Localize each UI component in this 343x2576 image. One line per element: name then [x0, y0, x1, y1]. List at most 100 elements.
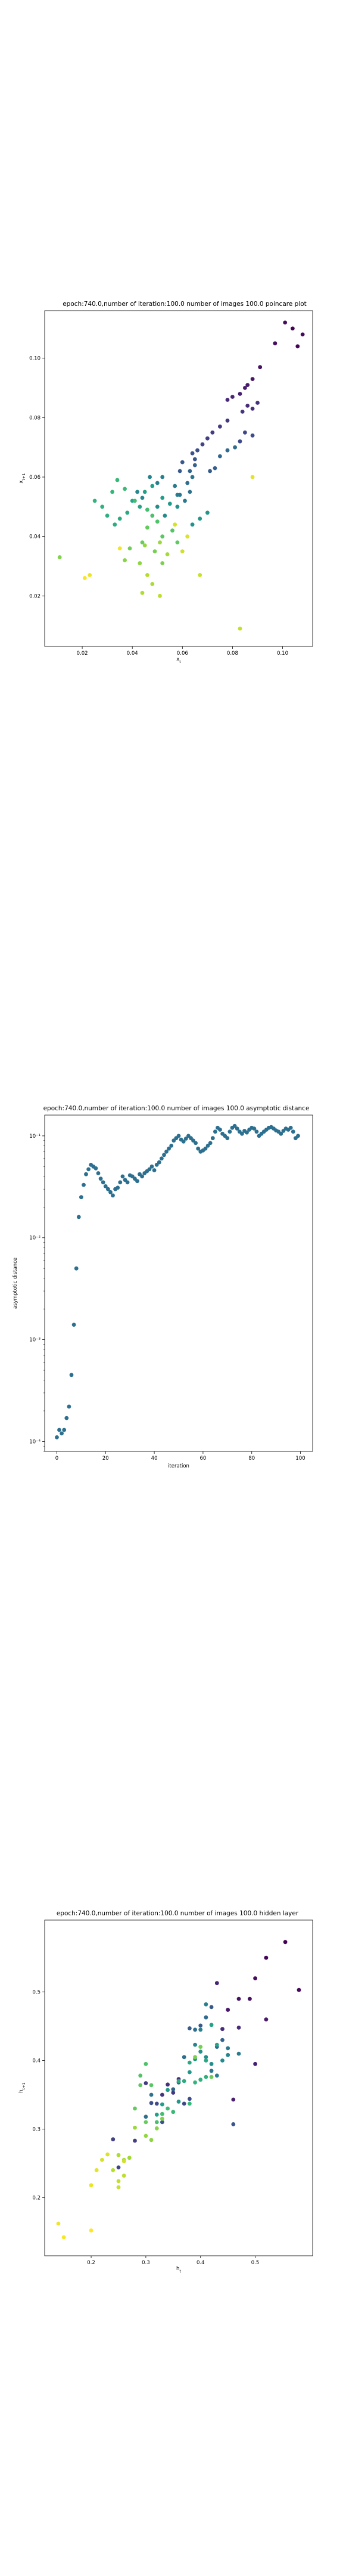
data-point [195, 448, 199, 453]
data-point [279, 1131, 283, 1136]
data-point [250, 475, 255, 479]
x-tick-label: 40 [151, 1456, 158, 1462]
asymptotic-ticks: 0 20 40 60 80 100 10⁻⁴ 10⁻³ 10⁻² 10⁻¹ [29, 1134, 305, 1462]
data-point [203, 1146, 208, 1151]
data-point [264, 2017, 269, 2022]
data-point [193, 2080, 197, 2085]
data-point [248, 1996, 252, 2001]
data-point [164, 1149, 169, 1154]
data-point [111, 2137, 116, 2142]
data-point [183, 1137, 188, 1141]
data-point [149, 1164, 154, 1169]
poincare-ticks: 0.02 0.04 0.06 0.08 0.10 0.02 0.04 0.06 0.08 0.10 [29, 356, 288, 657]
data-point [214, 2042, 219, 2047]
data-point [154, 2101, 159, 2106]
x-tick-label: 0.06 [177, 651, 188, 657]
data-point [209, 2023, 214, 2027]
data-point [180, 549, 185, 553]
data-point [144, 2114, 148, 2119]
data-point [148, 475, 152, 479]
data-point [160, 2102, 164, 2107]
data-point [157, 1160, 161, 1165]
x-tick-label: 0.10 [277, 651, 288, 657]
data-point [188, 2060, 192, 2065]
data-point [227, 1129, 232, 1134]
data-point [140, 590, 145, 595]
data-point [145, 525, 149, 530]
data-point [121, 2174, 126, 2178]
data-point [160, 534, 165, 539]
data-point [100, 2157, 104, 2162]
data-point [181, 1140, 186, 1144]
y-tick-label: 0.10 [29, 356, 40, 362]
data-point [154, 2120, 159, 2125]
data-point [198, 2045, 203, 2049]
data-point [214, 2073, 219, 2078]
data-point [116, 2185, 121, 2190]
x-tick-label: 0.5 [251, 2260, 260, 2266]
data-point [154, 2126, 159, 2131]
data-point [190, 475, 195, 479]
data-point [154, 2112, 159, 2117]
data-point [258, 365, 263, 370]
data-point [142, 543, 147, 547]
data-point [98, 1176, 103, 1181]
data-point [116, 2165, 121, 2170]
data-point [155, 481, 160, 485]
poincare-y-axis-label: xt+1 [18, 473, 26, 483]
data-point [296, 1134, 300, 1138]
data-point [188, 2070, 192, 2075]
data-point [253, 2061, 257, 2066]
data-point [167, 501, 172, 506]
data-point [236, 2026, 241, 2030]
data-point [147, 1167, 152, 1172]
y-tick-label: 10⁻⁴ [29, 1439, 40, 1445]
data-point [149, 2138, 154, 2142]
data-point [218, 424, 222, 429]
data-point [120, 1174, 125, 1179]
data-point [160, 496, 165, 500]
data-point [160, 2116, 164, 2121]
data-point [144, 2134, 148, 2138]
data-point [160, 1156, 164, 1161]
data-point [160, 2120, 164, 2125]
data-point [57, 1428, 61, 1432]
data-point [236, 2051, 241, 2056]
data-point [89, 2228, 93, 2233]
data-point [110, 490, 115, 494]
data-point [245, 383, 250, 387]
y-tick-label: 0.2 [32, 2195, 40, 2201]
data-point [204, 2058, 208, 2063]
data-point [133, 2106, 137, 2111]
poincare-chart-title: epoch:740.0,number of iteration:100.0 nu… [63, 301, 307, 308]
data-point [145, 507, 149, 512]
data-point [163, 513, 167, 518]
data-point [171, 2091, 176, 2095]
data-point [220, 2058, 224, 2063]
data-point [61, 2235, 66, 2240]
data-point [253, 1976, 257, 1981]
data-point [288, 1125, 293, 1130]
x-tick-label: 60 [199, 1456, 206, 1462]
data-point [238, 392, 242, 396]
asymptotic-x-axis-label: iteration [168, 1463, 189, 1469]
data-point [213, 466, 217, 470]
data-point [193, 2027, 197, 2032]
data-point [145, 573, 149, 577]
data-point [188, 2097, 192, 2101]
data-point [116, 2179, 121, 2184]
hidden-layer-axes-frame [44, 1919, 313, 2256]
data-point [283, 1940, 288, 1945]
data-point [93, 1166, 98, 1171]
data-point [55, 1435, 59, 1439]
data-point [169, 1144, 174, 1148]
data-point [231, 2097, 236, 2102]
data-point [176, 2100, 181, 2104]
data-point [105, 2152, 110, 2157]
y-tick-label: 10⁻¹ [29, 1134, 40, 1140]
data-point [138, 2083, 143, 2088]
data-point [252, 1126, 257, 1131]
data-point [300, 332, 305, 337]
data-point [138, 561, 142, 565]
data-point [154, 1163, 159, 1167]
